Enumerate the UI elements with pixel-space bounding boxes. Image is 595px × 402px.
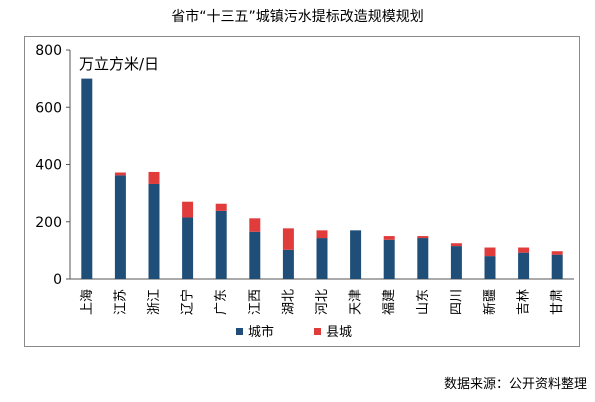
y-tick-label: 0: [53, 272, 62, 288]
x-tick-label: 上海: [80, 289, 95, 315]
bar-城市-江苏: [114, 175, 126, 279]
bar-城市-新疆: [484, 256, 496, 279]
x-tick-label: 甘肃: [550, 289, 565, 315]
bar-县城-广东: [215, 203, 227, 211]
y-tick-label: 800: [35, 43, 62, 59]
bar-县城-湖北: [282, 228, 294, 250]
legend-swatch-县城: [314, 328, 321, 335]
legend-label-县城: 县城: [326, 325, 352, 340]
unit-label: 万立方米/日: [79, 55, 159, 73]
bar-县城-山东: [417, 236, 429, 239]
bar-城市-四川: [450, 246, 462, 279]
legend-swatch-城市: [236, 328, 243, 335]
chart-title: 省市“十三五”城镇污水提标改造规模规划: [171, 9, 424, 25]
bar-城市-浙江: [148, 183, 160, 279]
bar-县城-吉林: [518, 247, 530, 253]
x-tick-label: 天津: [349, 289, 364, 315]
x-tick-label: 山东: [416, 289, 431, 315]
bar-县城-甘肃: [551, 251, 563, 255]
x-tick-label: 福建: [382, 289, 397, 315]
chart-bars: [81, 78, 563, 279]
source-note: 数据来源：公开资料整理: [443, 377, 587, 392]
y-tick-label: 200: [35, 215, 62, 231]
x-tick-label: 广东: [214, 289, 229, 315]
bar-县城-江西: [249, 218, 261, 232]
bar-县城-辽宁: [182, 201, 194, 218]
bar-县城-新疆: [484, 247, 496, 257]
bar-县城-福建: [383, 236, 395, 240]
bar-县城-河北: [316, 230, 328, 239]
x-tick-label: 河北: [315, 289, 330, 315]
x-tick-label: 浙江: [147, 289, 162, 315]
bar-县城-浙江: [148, 171, 160, 184]
x-tick-label: 四川: [449, 289, 464, 315]
bar-chart: 0 200 400 600 800 上海 江苏 浙江 辽宁 广东 江西 湖北 河北 天津 福建 山东 四川 新疆…: [35, 43, 574, 340]
x-tick-label: 湖北: [281, 289, 296, 315]
bar-城市-福建: [383, 239, 395, 279]
legend: 城市 县城: [236, 324, 352, 340]
x-tick-label: 江苏: [112, 289, 128, 315]
bar-城市-河北: [316, 238, 328, 279]
bar-城市-甘肃: [551, 254, 563, 279]
bar-县城-江苏: [114, 172, 126, 176]
bar-城市-江西: [249, 231, 261, 279]
bar-城市-湖北: [282, 249, 294, 279]
legend-label-城市: 城市: [248, 324, 274, 340]
bar-城市-上海: [81, 78, 93, 279]
bar-城市-辽宁: [182, 217, 194, 279]
category-labels: 上海 江苏 浙江 辽宁 广东 江西 湖北 河北 天津 福建 山东 四川 新疆 吉林 甘肃: [80, 289, 565, 315]
bar-县城-四川: [450, 243, 462, 247]
x-tick-label: 辽宁: [180, 289, 196, 315]
y-tick-label: 400: [35, 158, 62, 174]
x-tick-label: 新疆: [482, 289, 498, 315]
y-tick-label: 600: [35, 100, 62, 116]
bar-城市-广东: [215, 210, 227, 279]
x-tick-label: 江西: [248, 289, 263, 315]
chart-frame: [24, 36, 580, 347]
bar-城市-山东: [417, 238, 429, 279]
bar-城市-吉林: [518, 252, 530, 279]
x-tick-label: 吉林: [517, 289, 532, 315]
bar-城市-天津: [350, 230, 362, 279]
